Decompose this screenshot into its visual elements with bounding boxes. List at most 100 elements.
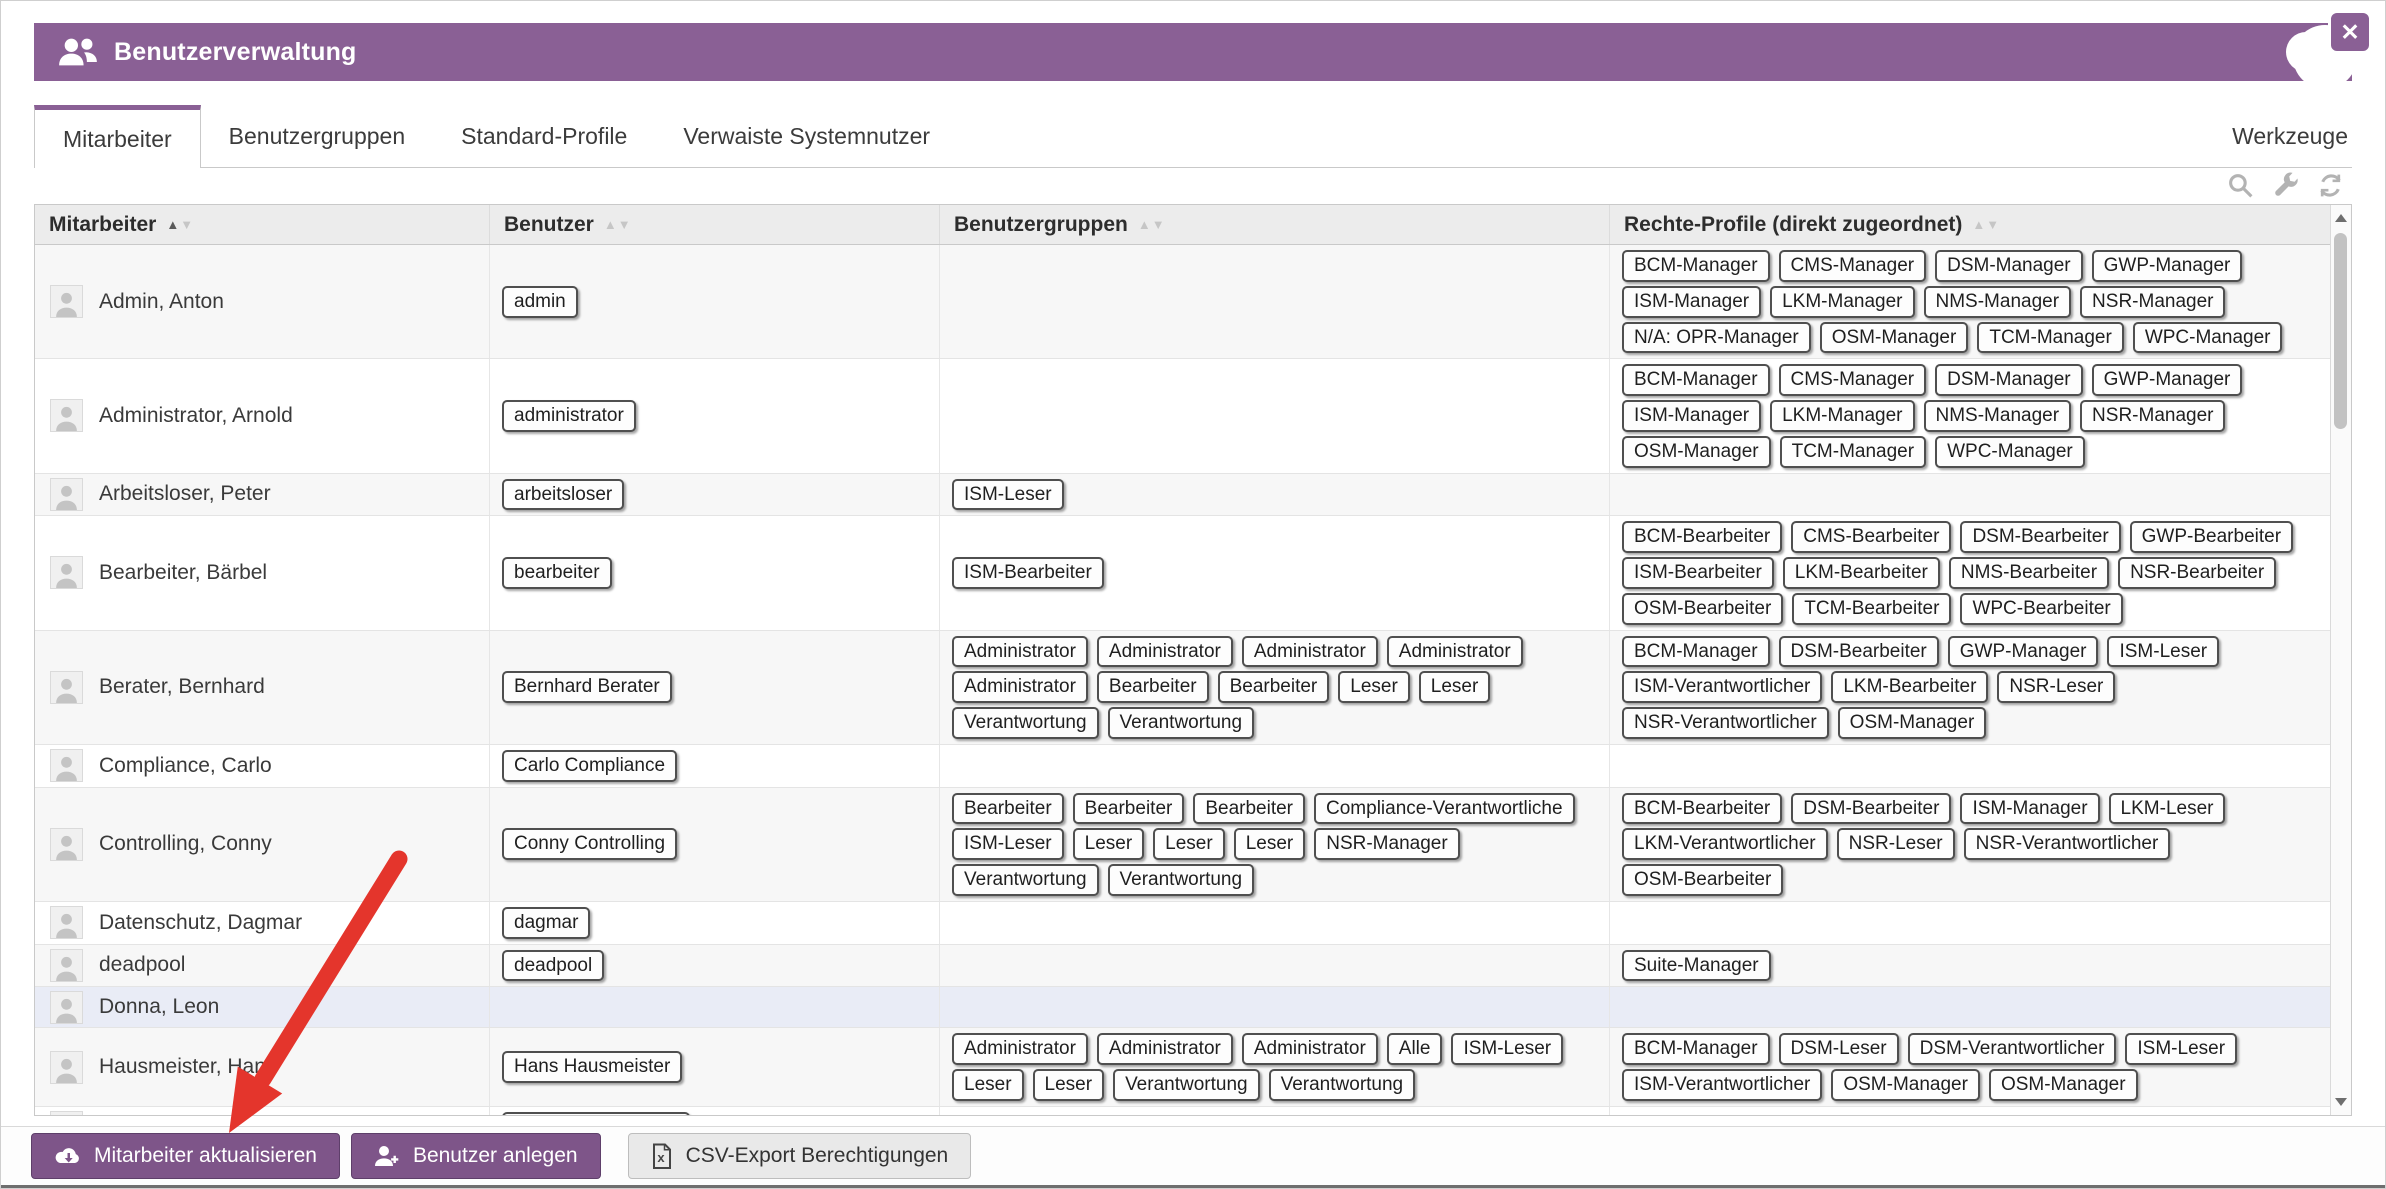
profile-badge[interactable]: DSM-Leser (1778, 1033, 1899, 1065)
group-badge[interactable]: Administrator (952, 1033, 1088, 1065)
column-header-rechte-profile[interactable]: Rechte-Profile (direkt zugeordnet) ▲ ▼ (1610, 205, 2330, 244)
group-badge[interactable]: Verantwortung (1107, 864, 1255, 896)
group-badge[interactable]: Leser (1032, 1069, 1105, 1101)
profile-badge[interactable]: OSM-Manager (1837, 707, 1987, 739)
profile-badge[interactable]: NSR-Bearbeiter (2118, 557, 2277, 589)
table-row[interactable]: Compliance, Carlo Carlo Compliance (35, 744, 2330, 788)
profile-badge[interactable]: GWP-Manager (1947, 635, 2099, 668)
profile-badge[interactable]: LKM-Manager (1770, 285, 1915, 318)
profile-badge[interactable]: BCM-Manager (1622, 250, 1770, 282)
scrollbar-up-arrow[interactable] (2331, 207, 2351, 229)
group-badge[interactable]: NSR-Manager (1314, 828, 1460, 860)
profile-badge[interactable]: OSM-Manager (1819, 321, 1969, 354)
group-badge[interactable]: Bearbeiter (1096, 671, 1209, 703)
group-badge[interactable]: Bearbeiter (1217, 671, 1330, 703)
tab-standard-profile[interactable]: Standard-Profile (461, 122, 628, 149)
profile-badge[interactable]: CMS-Bearbeiter (1791, 521, 1952, 553)
group-badge[interactable]: Bearbeiter (1193, 792, 1306, 825)
group-badge[interactable]: ISM-Leser (1451, 1033, 1564, 1065)
profile-badge[interactable]: TCM-Manager (1977, 321, 2124, 354)
profile-badge[interactable]: BCM-Manager (1622, 635, 1770, 668)
profile-badge[interactable]: NSR-Leser (1997, 671, 2116, 703)
profile-badge[interactable]: DSM-Bearbeiter (1960, 521, 2121, 553)
group-badge[interactable]: Leser (1153, 828, 1225, 860)
group-badge[interactable]: Alle (1386, 1033, 1443, 1065)
group-badge[interactable]: Leser (1233, 828, 1306, 860)
profile-badge[interactable]: LKM-Manager (1770, 400, 1915, 432)
profile-badge[interactable]: GWP-Manager (2091, 250, 2243, 282)
group-badge[interactable]: Verantwortung (952, 864, 1099, 896)
profile-badge[interactable]: OSM-Manager (1831, 1069, 1980, 1101)
profile-badge[interactable]: GWP-Bearbeiter (2129, 521, 2294, 553)
csv-export-button[interactable]: x CSV-Export Berechtigungen (627, 1133, 972, 1179)
group-badge[interactable]: Administrator (952, 635, 1088, 668)
group-badge[interactable]: Bearbeiter (952, 792, 1064, 825)
user-badge[interactable]: Carlo Compliance (502, 749, 678, 782)
table-row[interactable]: Berater, Bernhard Bernhard Berater Adminis… (35, 630, 2330, 745)
sort-arrows-icon[interactable]: ▲ ▼ (166, 217, 194, 232)
group-badge[interactable]: ISM-Leser (952, 478, 1064, 511)
table-row[interactable]: Arbeitsloser, Peter arbeitsloser ISM-Leser (35, 473, 2330, 517)
profile-badge[interactable]: OSM-Manager (1622, 435, 1771, 468)
group-badge[interactable]: Verantwortung (1268, 1069, 1416, 1101)
search-icon[interactable] (2227, 172, 2254, 199)
profile-badge[interactable]: Suite-Manager (1622, 949, 1771, 982)
profile-badge[interactable]: WPC-Manager (1935, 435, 2085, 468)
user-badge[interactable]: admin (502, 285, 578, 318)
group-badge[interactable]: Leser (952, 1069, 1024, 1101)
profile-badge[interactable]: NSR-Manager (2080, 400, 2226, 432)
profile-badge[interactable]: BCM-Bearbeiter (1622, 792, 1783, 825)
table-row[interactable]: Donna, Leon (35, 987, 2330, 1029)
group-badge[interactable]: Administrator (1386, 635, 1523, 668)
user-badge[interactable]: Bernhard Berater (502, 671, 672, 703)
scrollbar-thumb[interactable] (2334, 233, 2347, 429)
table-row[interactable]: Controlling, Conny Conny Controlling Bearb… (35, 787, 2330, 902)
profile-badge[interactable]: DSM-Verantwortlicher (1907, 1033, 2117, 1065)
group-badge[interactable]: Bearbeiter (1072, 792, 1185, 825)
user-badge[interactable]: Hans Hausmeister (502, 1051, 683, 1083)
benutzer-anlegen-button[interactable]: Benutzer anlegen (350, 1133, 601, 1179)
close-button[interactable]: ✕ (2328, 10, 2372, 54)
column-header-mitarbeiter[interactable]: Mitarbeiter ▲ ▼ (35, 205, 490, 244)
tab-verwaiste-systemnutzer[interactable]: Verwaiste Systemnutzer (683, 122, 931, 149)
table-row[interactable]: Administrator, Arnold administrator BCM-Ma… (35, 359, 2330, 474)
profile-badge[interactable]: DSM-Bearbeiter (1778, 635, 1939, 668)
group-badge[interactable]: Leser (1072, 828, 1145, 860)
profile-badge[interactable]: WPC-Manager (2132, 321, 2283, 354)
profile-badge[interactable]: ISM-Verantwortlicher (1622, 1069, 1823, 1101)
profile-badge[interactable]: LKM-Bearbeiter (1831, 671, 1989, 703)
profile-badge[interactable]: ISM-Leser (2125, 1033, 2238, 1065)
tab-benutzergruppen[interactable]: Benutzergruppen (228, 122, 406, 149)
profile-badge[interactable]: NSR-Manager (2080, 285, 2226, 318)
group-badge[interactable]: ISM-Leser (952, 828, 1064, 860)
table-row[interactable]: Bearbeiter, Bärbel bearbeiter ISM-Bearbeit… (35, 516, 2330, 631)
profile-badge[interactable]: NSR-Verantwortlicher (1622, 707, 1829, 739)
profile-badge[interactable]: LKM-Leser (2108, 792, 2226, 825)
user-badge[interactable]: Conny Controlling (502, 828, 678, 860)
group-badge[interactable]: Administrator (1096, 1033, 1233, 1065)
profile-badge[interactable]: BCM-Manager (1622, 1033, 1770, 1065)
user-badge[interactable]: administrator (502, 400, 636, 432)
profile-badge[interactable]: DSM-Bearbeiter (1791, 792, 1952, 825)
profile-badge[interactable]: ISM-Manager (1622, 285, 1762, 318)
group-badge[interactable]: Administrator (1241, 1033, 1378, 1065)
user-badge[interactable]: dagmar (502, 906, 591, 939)
profile-badge[interactable]: OSM-Manager (1988, 1069, 2138, 1101)
profile-badge[interactable]: TCM-Bearbeiter (1792, 592, 1952, 625)
group-badge[interactable]: Administrator (952, 671, 1088, 703)
profile-badge[interactable]: CMS-Manager (1778, 364, 1927, 396)
group-badge[interactable]: Compliance-Verantwortliche (1314, 792, 1575, 825)
mitarbeiter-aktualisieren-button[interactable]: Mitarbeiter aktualisieren (31, 1133, 340, 1179)
profile-badge[interactable]: OSM-Bearbeiter (1622, 864, 1784, 896)
group-badge[interactable]: Leser (1418, 671, 1491, 703)
profile-badge[interactable]: BCM-Manager (1622, 364, 1770, 396)
profile-badge[interactable]: NSR-Leser (1836, 828, 1955, 860)
user-badge[interactable]: deadpool (502, 949, 605, 982)
group-badge[interactable]: Verantwortung (952, 707, 1099, 739)
column-header-benutzer[interactable]: Benutzer ▲ ▼ (490, 205, 940, 244)
scrollbar-down-arrow[interactable] (2331, 1091, 2351, 1113)
profile-badge[interactable]: NSR-Verantwortlicher (1963, 828, 2171, 860)
vertical-scrollbar[interactable] (2330, 205, 2351, 1115)
sort-arrows-icon[interactable]: ▲ ▼ (1137, 217, 1165, 232)
werkzeuge-link[interactable]: Werkzeuge (2232, 122, 2348, 149)
